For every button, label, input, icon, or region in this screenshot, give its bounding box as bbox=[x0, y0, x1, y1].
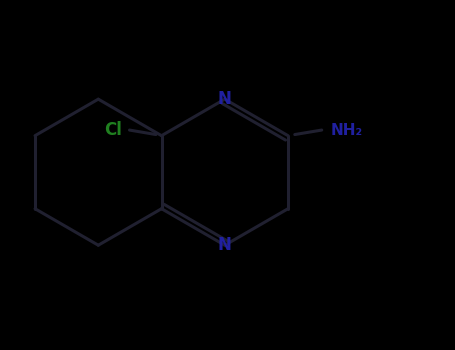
Text: NH₂: NH₂ bbox=[330, 122, 362, 138]
Text: N: N bbox=[218, 236, 232, 254]
Text: Cl: Cl bbox=[104, 121, 122, 139]
Text: N: N bbox=[218, 90, 232, 108]
